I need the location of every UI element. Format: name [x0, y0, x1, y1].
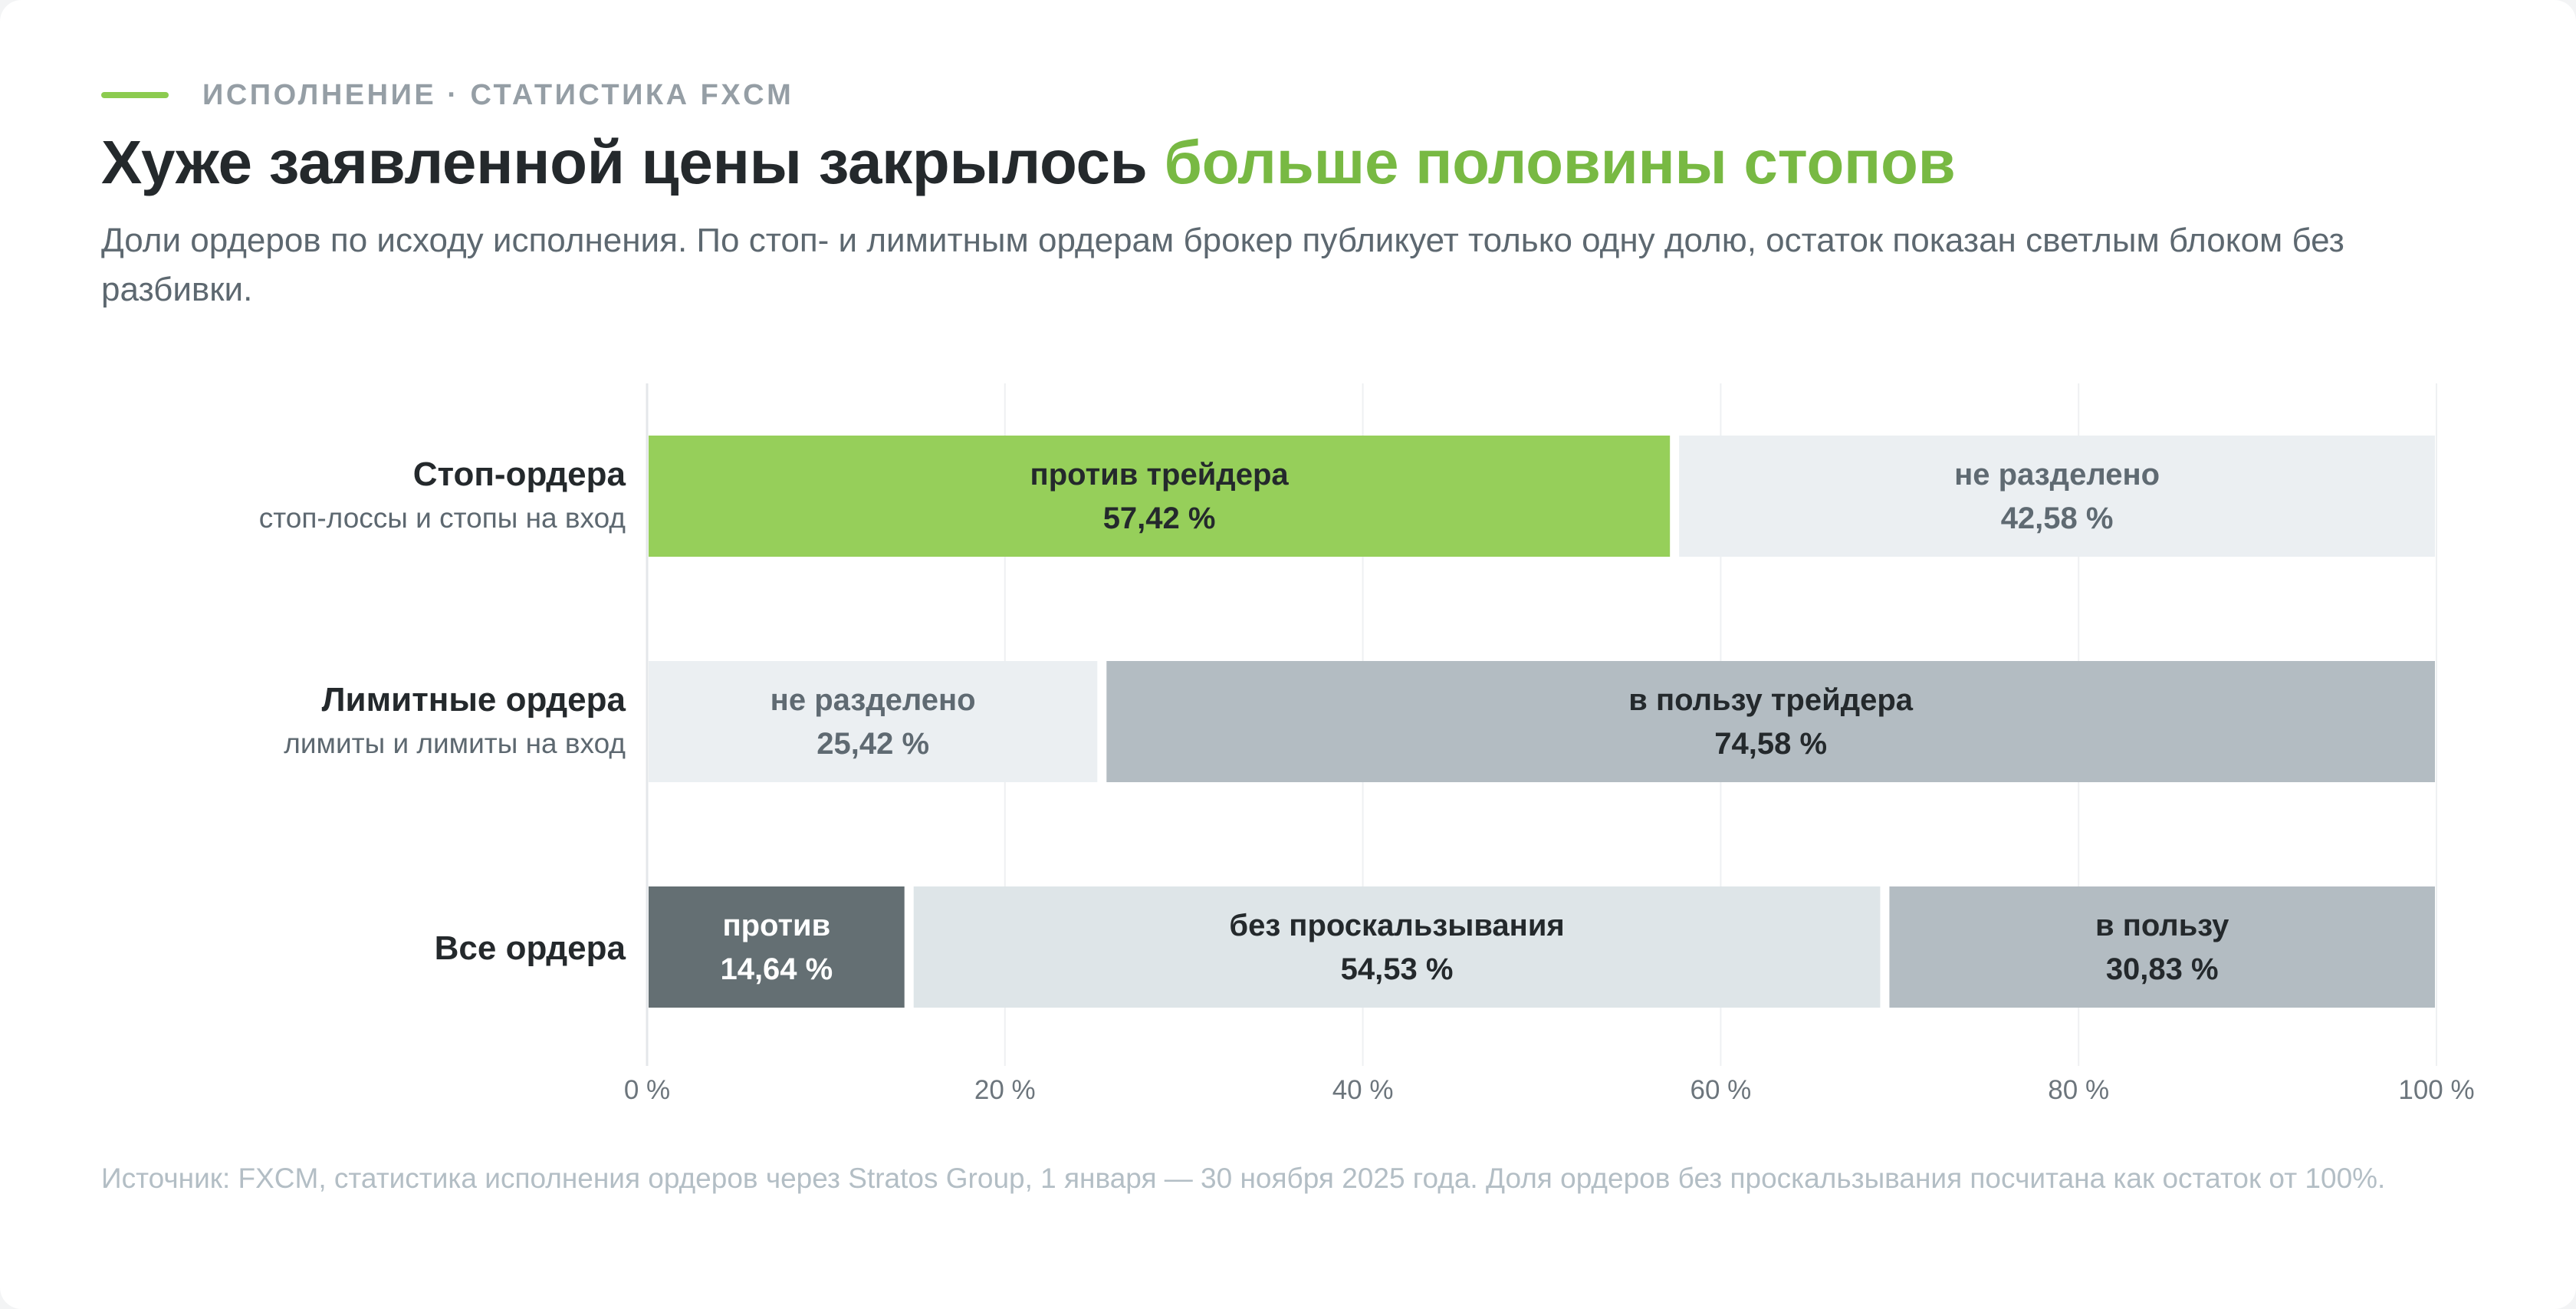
source-footnote: Источник: FXCM, статистика исполнения ор…: [101, 1163, 2386, 1194]
bar-segment: [1679, 436, 2435, 557]
bar-segment: [649, 661, 1098, 782]
segment-value-label: 25,42 %: [816, 727, 929, 761]
segment-label: против трейдера: [1030, 458, 1290, 492]
segment-label: не разделено: [1954, 458, 2160, 492]
stacked-bar-chart: 0 % 20 % 40 % 60 % 80 % 100 % Стоп-ордера стоп-…: [259, 383, 2475, 1105]
bar-segment: [1106, 661, 2435, 782]
chart-subtitle: Доли ордеров по исходу исполнения. По ст…: [101, 222, 2344, 308]
segment-label: без проскальзывания: [1229, 909, 1564, 942]
x-tick-label: 0 %: [624, 1075, 670, 1105]
bar-segment: [913, 886, 1881, 1008]
segment-value-label: 14,64 %: [720, 952, 833, 986]
kicker-text: ИСПОЛНЕНИЕ · СТАТИСТИКА FXCM: [202, 78, 794, 111]
segment-value-label: 42,58 %: [2001, 502, 2114, 535]
kicker-accent-line: [101, 92, 169, 98]
row-label: Стоп-ордера: [413, 456, 626, 493]
segment-label: в пользу: [2095, 909, 2229, 942]
row-label: Лимитные ордера: [322, 681, 626, 719]
bar-segment: [649, 886, 905, 1008]
bar-segment: [649, 436, 1671, 557]
row-label: Все ордера: [435, 929, 626, 967]
segment-value-label: 54,53 %: [1341, 952, 1454, 986]
title-main: Хуже заявленной цены закрылось: [101, 128, 1165, 196]
chart-title: Хуже заявленной цены закрылось больше по…: [101, 127, 1956, 198]
title-accent: больше половины стопов: [1164, 128, 1956, 196]
x-tick-label: 80 %: [2048, 1075, 2109, 1105]
segment-label: в пользу трейдера: [1628, 683, 1913, 717]
x-tick-label: 20 %: [974, 1075, 1036, 1105]
segment-value-label: 30,83 %: [2106, 952, 2219, 986]
segment-value-label: 57,42 %: [1103, 502, 1216, 535]
row-sublabel: стоп-лоссы и стопы на вход: [259, 502, 626, 534]
segment-label: против: [722, 909, 830, 942]
x-tick-label: 60 %: [1691, 1075, 1752, 1105]
x-tick-label: 40 %: [1332, 1075, 1394, 1105]
segment-label: не разделено: [770, 683, 976, 717]
kicker: ИСПОЛНЕНИЕ · СТАТИСТИКА FXCM: [101, 75, 794, 115]
segment-value-label: 74,58 %: [1714, 727, 1827, 761]
x-tick-label: 100 %: [2398, 1075, 2474, 1105]
bar-segment: [1889, 886, 2435, 1008]
row-sublabel: лимиты и лимиты на вход: [284, 728, 626, 759]
